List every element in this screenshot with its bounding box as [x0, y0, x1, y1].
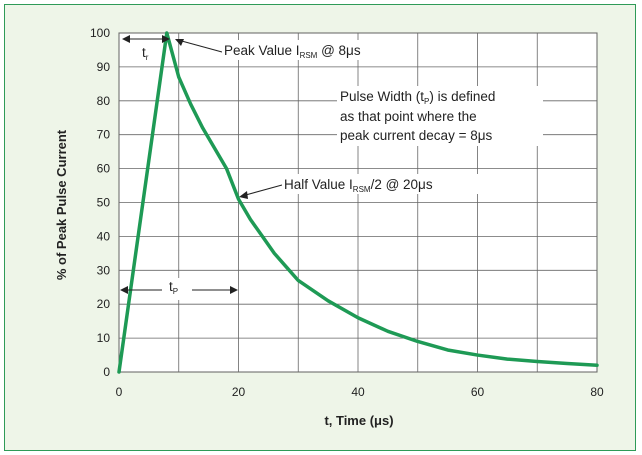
pulse-width-line1: Pulse Width (tP) is defined — [340, 89, 495, 106]
x-tick-label: 40 — [351, 385, 365, 399]
pulse-width-line3: peak current decay = 8μs — [340, 128, 492, 143]
tp-label: tP — [169, 279, 178, 296]
tp-annotation: tP — [120, 278, 238, 300]
y-tick-label: 80 — [97, 94, 111, 108]
pulse-width-note: Pulse Width (tP) is defined as that poin… — [337, 86, 543, 146]
tr-label: tr — [142, 45, 149, 62]
tick-labels: 0 20 40 60 80 0 10 20 30 40 50 60 70 80 90 100 — [90, 26, 604, 399]
y-tick-label: 60 — [97, 162, 111, 176]
y-tick-label: 70 — [97, 128, 111, 142]
series-layer — [117, 31, 599, 374]
tr-annotation: tr — [122, 35, 170, 62]
x-tick-label: 60 — [471, 385, 485, 399]
x-tick-label: 80 — [590, 385, 604, 399]
y-tick-label: 10 — [97, 331, 111, 345]
half-annotation: Half Value IRSM/2 @ 20μs — [239, 174, 482, 199]
y-tick-label: 50 — [97, 196, 111, 210]
peak-annotation: Peak Value IRSM @ 8μs — [175, 39, 372, 60]
x-tick-label: 20 — [232, 385, 246, 399]
series-line — [117, 31, 599, 374]
y-tick-label: 90 — [97, 60, 111, 74]
y-tick-label: 100 — [90, 26, 110, 40]
y-tick-label: 20 — [97, 297, 111, 311]
y-axis-label: % of Peak Pulse Current — [54, 129, 69, 280]
y-tick-label: 0 — [103, 365, 110, 379]
y-tick-label: 40 — [97, 229, 111, 243]
pulse-width-line2: as that point where the — [340, 109, 477, 124]
peak-label: Peak Value IRSM @ 8μs — [224, 43, 361, 60]
y-tick-label: 30 — [97, 263, 111, 277]
x-tick-label: 0 — [116, 385, 123, 399]
grid — [118, 32, 598, 373]
half-label: Half Value IRSM/2 @ 20μs — [284, 177, 433, 194]
x-axis-label: t, Time (μs) — [324, 413, 393, 428]
